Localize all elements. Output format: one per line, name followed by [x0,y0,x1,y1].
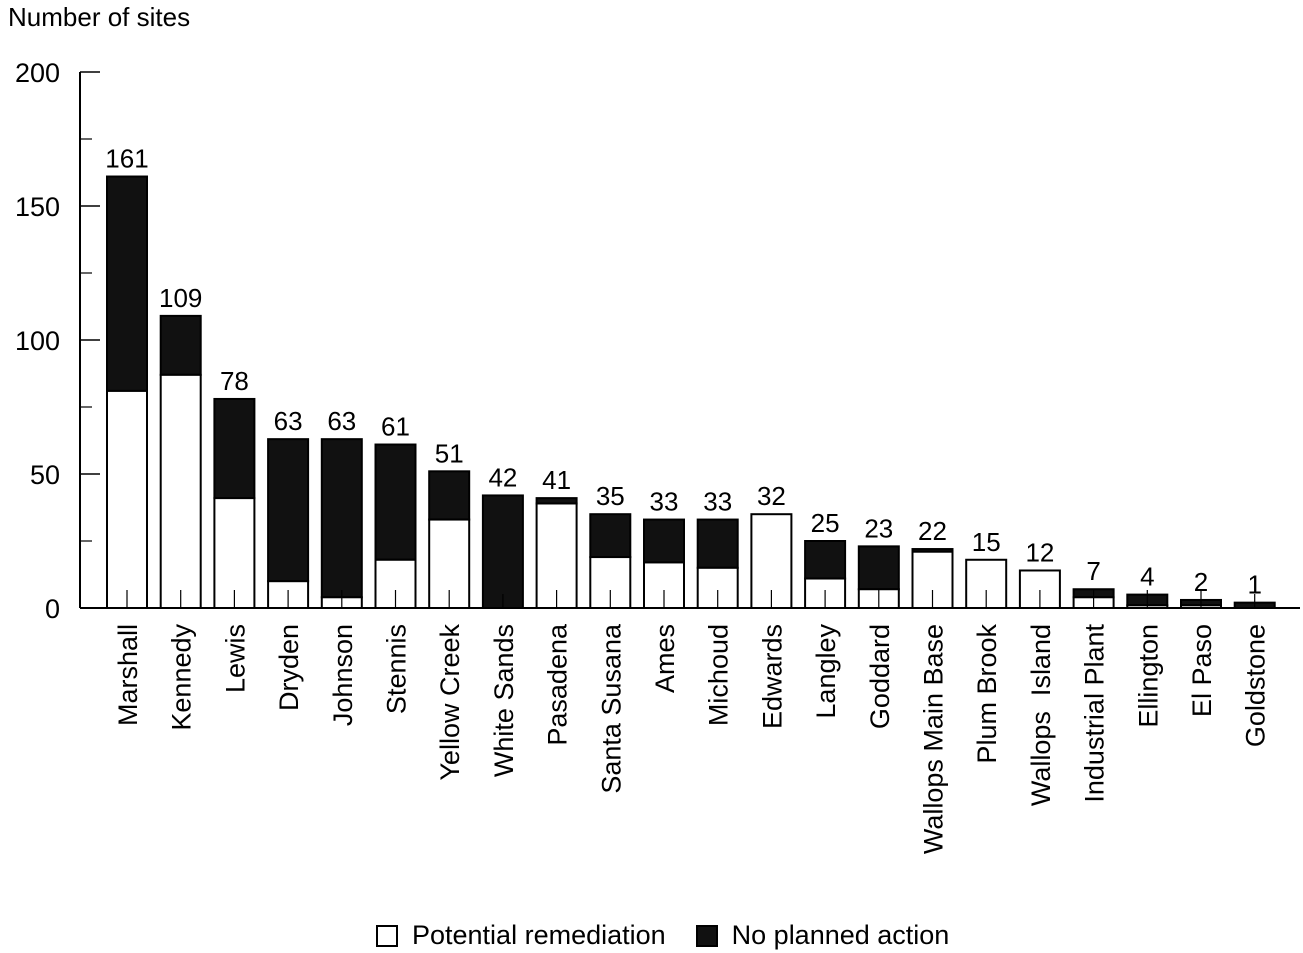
x-tick-label: Michoud [704,624,734,726]
bar-segment-no-planned-action [159,314,202,376]
bar-segment-no-planned-action [320,438,363,599]
data-label: 63 [274,406,303,436]
bar-segment-no-planned-action [857,545,900,591]
x-tick-label: Industrial Plant [1080,624,1110,803]
bar-segment-no-planned-action [481,494,524,609]
data-label: 23 [864,513,893,543]
data-label: 32 [757,481,786,511]
bar-segment-no-planned-action [643,518,685,564]
bar-segment-no-planned-action [374,443,417,561]
x-tick-label: Wallops Main Base [919,624,949,854]
x-tick-label: Marshall [113,624,143,726]
x-tick-label: El Paso [1187,624,1217,717]
y-tick-label: 200 [15,58,60,88]
x-tick-label: Dryden [274,624,304,711]
bar-segment-no-planned-action [213,397,256,500]
data-label: 22 [918,516,947,546]
bar-segment-potential-remediation [213,497,256,609]
data-label: 35 [596,481,625,511]
bar-segment-no-planned-action [696,518,739,569]
data-label: 1 [1247,570,1261,600]
legend: Potential remediation No planned action [376,920,949,951]
x-tick-label: Goddard [865,624,895,729]
bar-segment-no-planned-action [106,175,148,392]
x-tick-labels: Marshall Kennedy Lewis Dryden Johnson Stennis… [113,623,1271,854]
y-axis-title: Number of sites [8,2,190,32]
data-label: 63 [327,406,356,436]
bar-segment-no-planned-action [428,470,471,521]
data-label: 61 [381,412,410,442]
x-tick-label: Plum Brook [972,624,1002,764]
x-tick-label: Stennis [382,624,412,714]
x-tick-label: Ames [650,624,680,693]
data-label: 109 [159,283,202,313]
bar-segment-no-planned-action [589,513,632,559]
data-label: 15 [972,527,1001,557]
legend-item-no-planned-action: No planned action [695,920,950,951]
data-label: 25 [811,508,840,538]
bar-segment-potential-remediation [159,373,202,609]
x-tick-label: Johnson [328,624,358,726]
x-tick-label: Ellington [1133,624,1163,728]
y-tick-label: 50 [30,460,60,490]
x-tick-label: Pasadena [543,623,573,746]
data-label: 7 [1086,556,1100,586]
x-tick-label: Wallops Island [1026,624,1056,806]
y-tick-label: 0 [45,594,60,624]
bar-segment-no-planned-action [804,540,847,580]
data-label: 33 [703,487,732,517]
legend-item-potential-remediation: Potential remediation [376,920,666,951]
data-label: 41 [542,465,571,495]
data-label: 78 [220,366,249,396]
x-tick-label: Kennedy [167,624,197,731]
x-tick-label: Goldstone [1241,624,1271,747]
y-tick-label: 100 [15,326,60,356]
data-label: 4 [1140,562,1154,592]
data-label: 161 [105,144,148,174]
legend-label: No planned action [731,920,950,950]
data-label: 33 [650,487,679,517]
data-label: 2 [1194,567,1208,597]
data-label: 51 [435,438,464,468]
x-tick-label: White Sands [489,624,519,777]
x-tick-label: Langley [811,624,841,719]
bars [106,175,1276,610]
legend-label: Potential remediation [412,920,666,950]
data-label: 42 [488,462,517,492]
x-tick-label: Yellow Creek [435,624,465,781]
data-label: 12 [1025,537,1054,567]
legend-swatch-white [376,924,398,947]
bar-segment-no-planned-action [267,438,310,583]
legend-swatch-black [695,924,718,947]
x-tick-label: Lewis [220,624,250,693]
x-tick-label: Edwards [757,624,787,729]
bar-segment-potential-remediation [106,389,148,610]
y-tick-label: 150 [15,192,60,222]
x-tick-label: Santa Susana [596,623,626,794]
